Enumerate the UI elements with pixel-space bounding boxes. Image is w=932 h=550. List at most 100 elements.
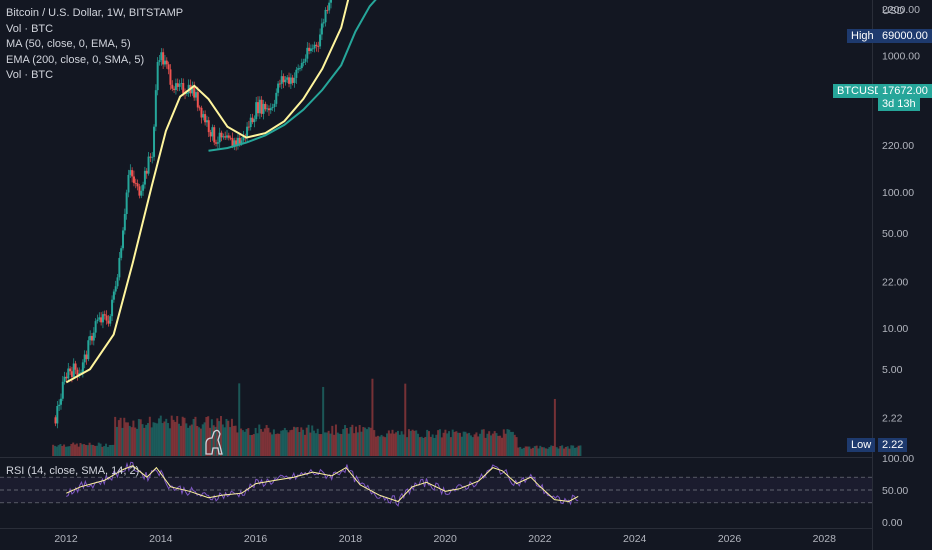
candle-body — [125, 192, 128, 214]
candle-body — [277, 83, 280, 93]
volume-bar — [475, 432, 478, 456]
volume-bar — [181, 416, 184, 456]
candle-body — [81, 362, 84, 373]
volume-bar — [229, 427, 232, 456]
volume-bar — [338, 433, 341, 456]
volume-bar — [232, 425, 235, 456]
candle-body — [260, 99, 263, 114]
volume-bar — [546, 448, 549, 456]
volume-bar — [294, 427, 297, 456]
volume-bar — [364, 427, 367, 456]
volume-bar — [86, 445, 89, 456]
candle-body — [242, 135, 245, 141]
volume-bar — [205, 417, 208, 456]
rsi-legend[interactable]: RSI (14, close, SMA, 14, 2) — [6, 465, 140, 477]
volume-bar — [201, 424, 204, 456]
candle-body — [300, 63, 303, 69]
candle-body — [308, 47, 311, 52]
volume-bar — [258, 424, 261, 456]
volume-bar — [323, 432, 326, 456]
volume-bar — [393, 433, 396, 456]
rsi-line — [66, 461, 579, 507]
volume-bar — [150, 427, 153, 456]
candle-body — [118, 257, 121, 278]
candle-body — [174, 83, 177, 90]
volume-bar — [353, 433, 356, 456]
candle-body — [311, 48, 314, 50]
candle-body — [288, 77, 291, 84]
volume-bar — [179, 425, 182, 456]
candle-body — [83, 354, 86, 363]
candle-body — [158, 60, 161, 62]
volume-bar — [358, 425, 361, 456]
volume-bar — [486, 433, 489, 456]
volume-bar — [336, 432, 339, 456]
volume-bar — [108, 445, 111, 456]
candle-body — [178, 83, 181, 87]
volume-bar — [219, 416, 222, 456]
volume-bar — [480, 429, 483, 456]
volume-bar — [530, 448, 533, 456]
legend-title[interactable]: Bitcoin / U.S. Dollar, 1W, BITSTAMP — [6, 7, 184, 19]
volume-bar — [502, 429, 505, 456]
volume-bar — [351, 424, 354, 456]
candle-body — [191, 85, 194, 94]
volume-bar — [79, 443, 82, 456]
candle-body — [233, 140, 236, 147]
candle-body — [227, 135, 230, 138]
volume-bar — [307, 424, 310, 456]
volume-bar — [241, 430, 244, 456]
volume-bar — [482, 429, 485, 456]
volume-bar — [522, 447, 525, 456]
volume-bar — [552, 445, 555, 456]
volume-bar — [493, 431, 496, 456]
candle-body — [114, 286, 117, 292]
candle-body — [112, 291, 115, 300]
legend-ema[interactable]: EMA (200, close, 0, SMA, 5) — [6, 53, 145, 66]
volume-bar — [550, 445, 553, 456]
volume-bar — [167, 423, 170, 456]
candle-body — [251, 117, 254, 123]
candle-body — [70, 371, 73, 377]
volume-bar — [327, 430, 330, 456]
volume-bar — [136, 428, 139, 456]
volume-bar — [88, 442, 91, 456]
volume-bar — [376, 435, 379, 456]
volume-bar — [526, 446, 529, 456]
candle-body — [198, 107, 201, 109]
candle-body — [240, 140, 243, 144]
volume-bar — [455, 431, 458, 456]
volume-bar — [52, 444, 55, 456]
time-tick-label: 2022 — [528, 533, 552, 545]
time-tick-label: 2024 — [623, 533, 647, 545]
volume-bar — [190, 424, 193, 456]
volume-bar — [433, 437, 436, 456]
volume-bar — [261, 431, 264, 456]
volume-bar — [141, 424, 144, 456]
candle-body — [105, 315, 108, 321]
candle-body — [80, 372, 83, 374]
volume-bar — [172, 419, 175, 456]
volume-bar — [504, 433, 507, 456]
volume-bar — [349, 427, 352, 456]
candle-body — [216, 142, 219, 144]
volume-bar — [396, 430, 399, 456]
legend-volume[interactable]: Vol · BTC — [6, 22, 54, 35]
legend-volume-2[interactable]: Vol · BTC — [6, 69, 54, 81]
legend-ma[interactable]: MA (50, close, 0, EMA, 5) — [6, 38, 131, 50]
candle-body — [295, 69, 298, 78]
last-price-tag: 17672.00 — [878, 84, 932, 98]
volume-bar — [157, 418, 160, 456]
volume-bar — [90, 444, 93, 456]
candle-body — [286, 77, 289, 80]
volume-bar — [283, 427, 286, 456]
candle-body — [289, 77, 292, 84]
volume-bar — [245, 429, 248, 456]
candle-body — [69, 368, 72, 372]
volume-bar — [333, 434, 336, 456]
volume-bar — [94, 445, 97, 456]
volume-bar — [451, 429, 454, 456]
volume-bar — [163, 421, 166, 456]
candle-body — [76, 369, 79, 376]
